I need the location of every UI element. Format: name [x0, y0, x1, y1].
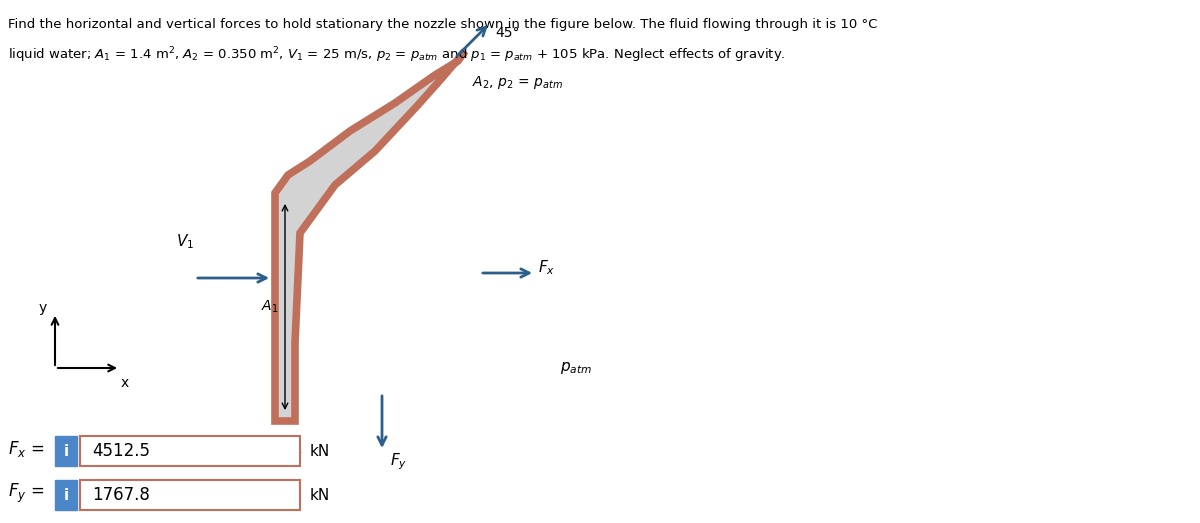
Text: 1767.8: 1767.8: [92, 486, 150, 504]
Text: 4512.5: 4512.5: [92, 442, 150, 460]
FancyBboxPatch shape: [80, 480, 300, 510]
Text: $F_x$ =: $F_x$ =: [8, 439, 44, 459]
Text: $A_1$: $A_1$: [260, 299, 278, 315]
FancyBboxPatch shape: [80, 436, 300, 466]
Text: x: x: [121, 376, 130, 390]
Text: $F_y$ =: $F_y$ =: [8, 481, 44, 505]
Text: i: i: [64, 444, 68, 459]
FancyBboxPatch shape: [55, 436, 77, 466]
Text: kN: kN: [310, 487, 330, 503]
Text: $F_x$: $F_x$: [538, 259, 556, 277]
Text: liquid water; $A_1$ = 1.4 m$^2$, $A_2$ = 0.350 m$^2$, $V_1$ = 25 m/s, $p_2$ = $p: liquid water; $A_1$ = 1.4 m$^2$, $A_2$ =…: [8, 45, 786, 65]
Polygon shape: [275, 51, 466, 421]
Text: $p_{atm}$: $p_{atm}$: [560, 360, 592, 376]
Text: $F_y$: $F_y$: [390, 451, 407, 472]
Text: 45°: 45°: [496, 26, 520, 40]
Text: i: i: [64, 487, 68, 503]
Text: y: y: [38, 301, 47, 315]
Text: $p_1$: $p_1$: [287, 441, 304, 456]
Text: $V_1$: $V_1$: [176, 232, 194, 251]
Text: kN: kN: [310, 444, 330, 459]
Text: Find the horizontal and vertical forces to hold stationary the nozzle shown in t: Find the horizontal and vertical forces …: [8, 18, 877, 31]
Text: $A_2$, $p_2$ = $p_{atm}$: $A_2$, $p_2$ = $p_{atm}$: [472, 74, 563, 92]
FancyBboxPatch shape: [55, 480, 77, 510]
